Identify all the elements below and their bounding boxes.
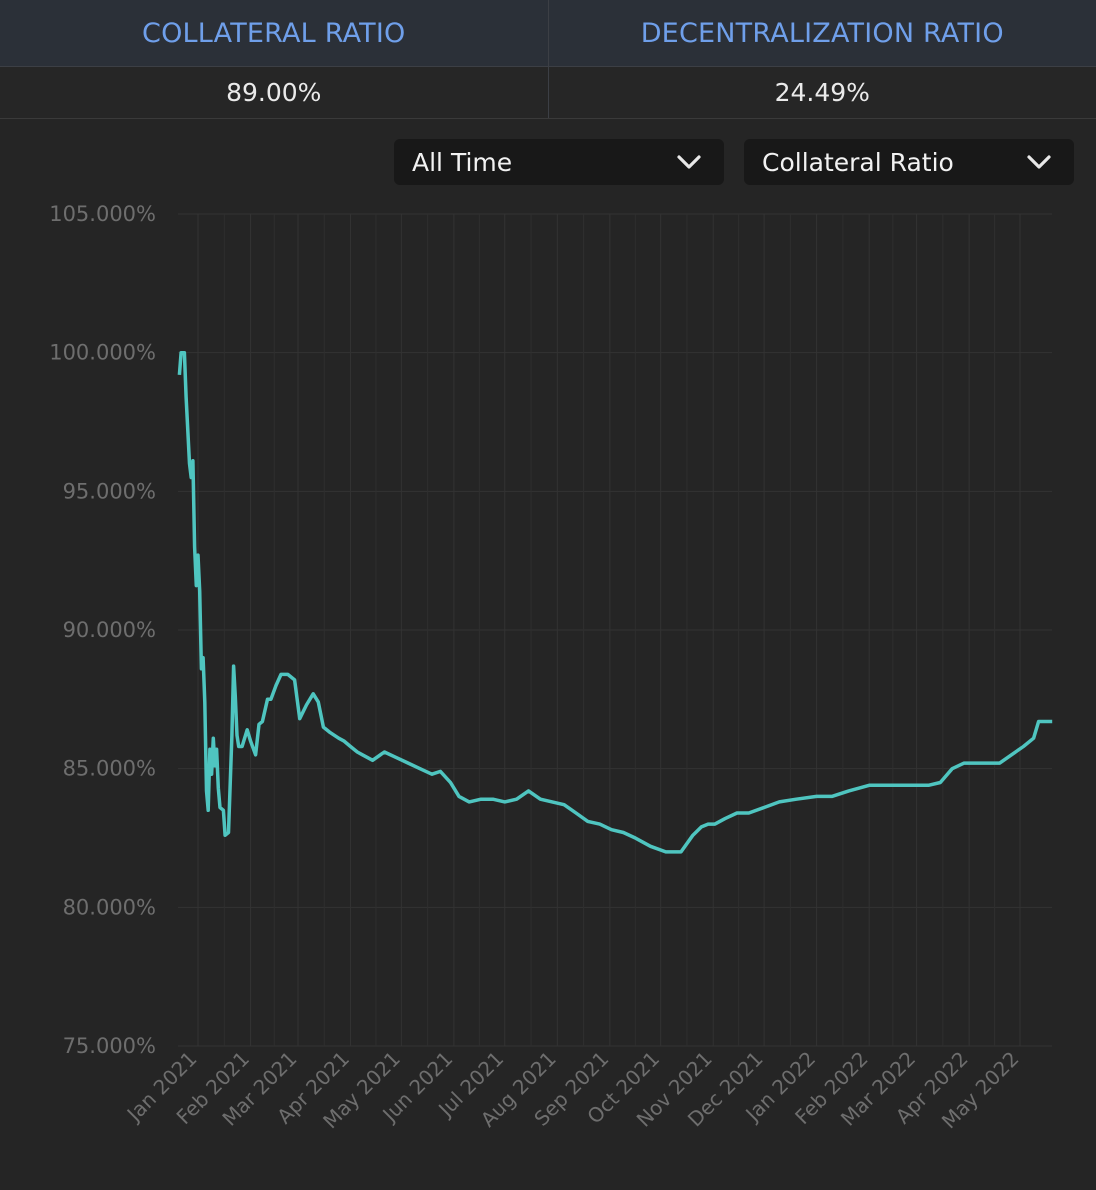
chevron-down-icon [1027, 155, 1051, 169]
collateral-ratio-series-line [177, 350, 1053, 854]
collateral-ratio-header: COLLATERAL RATIO [142, 17, 406, 49]
decentralization-ratio-value: 24.49% [547, 67, 1096, 118]
metric-dropdown[interactable]: Collateral Ratio [744, 139, 1074, 185]
time-range-dropdown[interactable]: All Time [394, 139, 724, 185]
y-axis: 105.000% 100.000% 95.000% 90.000% 85.000% 80.… [49, 202, 156, 1058]
y-tick-label: 80.000% [63, 895, 156, 919]
metric-label: Collateral Ratio [762, 147, 954, 177]
chart-grid [178, 213, 1052, 1047]
y-tick-label: 100.000% [49, 341, 156, 365]
y-tick-label: 85.000% [63, 757, 156, 781]
collateral-ratio-value: 89.00% [226, 78, 322, 107]
time-range-label: All Time [412, 147, 513, 177]
stats-value-row: 89.00% 24.49% [0, 67, 1096, 118]
y-tick-label: 90.000% [63, 618, 156, 642]
stats-header-row: COLLATERAL RATIO DECENTRALIZATION RATIO [0, 0, 1096, 67]
stats-panel: COLLATERAL RATIO DECENTRALIZATION RATIO … [0, 0, 1096, 119]
decentralization-ratio-header: DECENTRALIZATION RATIO [547, 0, 1096, 66]
chevron-down-icon [677, 155, 701, 169]
y-tick-label: 75.000% [63, 1034, 156, 1058]
y-tick-label: 95.000% [63, 479, 156, 503]
y-tick-label: 105.000% [49, 202, 156, 226]
